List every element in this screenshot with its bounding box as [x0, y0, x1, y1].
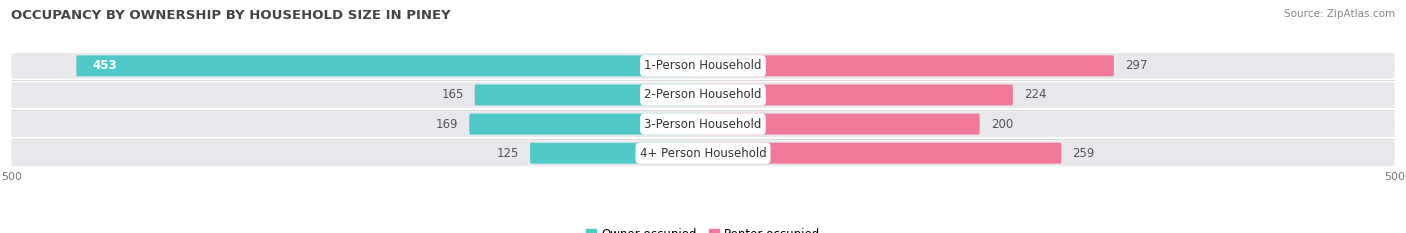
Text: 200: 200 [991, 118, 1012, 130]
Text: 4+ Person Household: 4+ Person Household [640, 147, 766, 160]
FancyBboxPatch shape [475, 84, 703, 105]
Text: 165: 165 [441, 89, 464, 101]
FancyBboxPatch shape [11, 111, 1395, 137]
FancyBboxPatch shape [703, 143, 1062, 164]
Legend: Owner-occupied, Renter-occupied: Owner-occupied, Renter-occupied [581, 223, 825, 233]
Text: 1-Person Household: 1-Person Household [644, 59, 762, 72]
FancyBboxPatch shape [11, 140, 1395, 166]
Text: Source: ZipAtlas.com: Source: ZipAtlas.com [1284, 9, 1395, 19]
FancyBboxPatch shape [76, 55, 703, 76]
Text: 169: 169 [436, 118, 458, 130]
Text: 2-Person Household: 2-Person Household [644, 89, 762, 101]
FancyBboxPatch shape [703, 84, 1012, 105]
Text: 259: 259 [1073, 147, 1095, 160]
Text: 3-Person Household: 3-Person Household [644, 118, 762, 130]
FancyBboxPatch shape [470, 113, 703, 135]
FancyBboxPatch shape [11, 82, 1395, 108]
Text: 453: 453 [93, 59, 118, 72]
Text: OCCUPANCY BY OWNERSHIP BY HOUSEHOLD SIZE IN PINEY: OCCUPANCY BY OWNERSHIP BY HOUSEHOLD SIZE… [11, 9, 451, 22]
FancyBboxPatch shape [703, 113, 980, 135]
Text: 125: 125 [496, 147, 519, 160]
FancyBboxPatch shape [703, 55, 1114, 76]
FancyBboxPatch shape [11, 53, 1395, 79]
Text: 224: 224 [1024, 89, 1046, 101]
FancyBboxPatch shape [530, 143, 703, 164]
Text: 297: 297 [1125, 59, 1147, 72]
